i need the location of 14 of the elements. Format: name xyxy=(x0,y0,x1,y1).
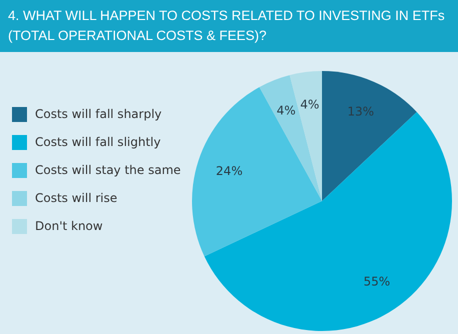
pie-slice xyxy=(259,75,322,201)
legend-label: Costs will fall sharply xyxy=(35,107,162,121)
data-label: 55% xyxy=(363,274,390,289)
legend-label: Costs will stay the same xyxy=(35,163,181,177)
data-label: 13% xyxy=(347,104,374,119)
data-label: 24% xyxy=(216,164,243,178)
legend-label: Don't know xyxy=(35,219,103,233)
data-label: 4% xyxy=(300,97,320,112)
legend-label: Costs will fall slightly xyxy=(35,135,161,149)
chart-title: 4. WHAT WILL HAPPEN TO COSTS RELATED TO INVESTING IN ETFs (TOTAL OPERATIONAL COSTS & FEES)? xyxy=(0,0,458,52)
pie-slice xyxy=(192,87,322,256)
data-label: 4% xyxy=(276,103,296,118)
pie-slice xyxy=(322,71,417,201)
legend-label: Costs will rise xyxy=(35,191,118,205)
